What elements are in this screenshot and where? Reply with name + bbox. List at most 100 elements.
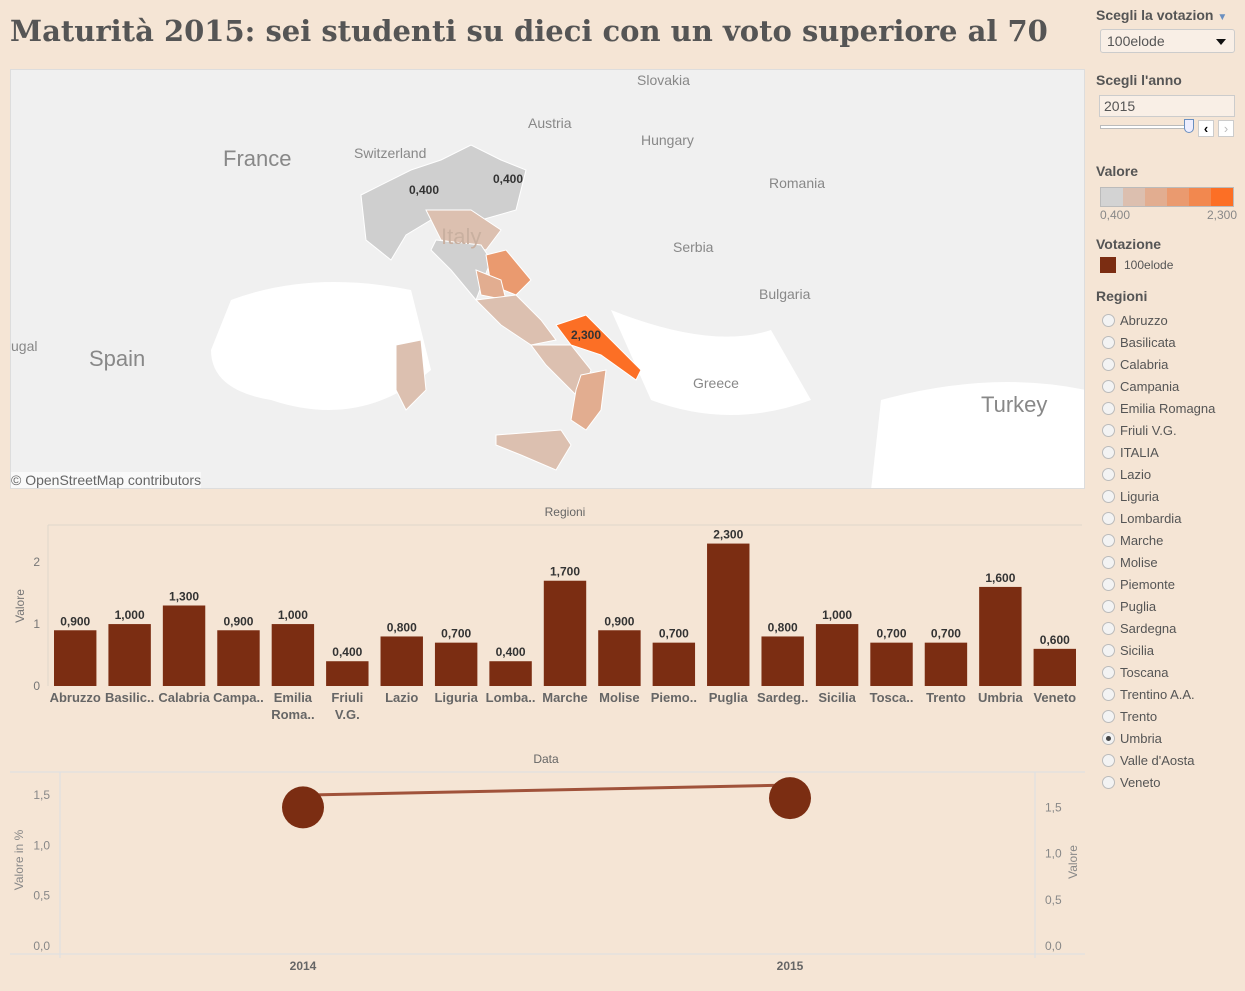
radio-icon[interactable] bbox=[1102, 402, 1115, 415]
region-radio[interactable]: Lombardia bbox=[1102, 511, 1181, 526]
bar-x-label: Friuli bbox=[331, 690, 363, 705]
data-point[interactable] bbox=[282, 786, 324, 829]
region-radio[interactable]: Lazio bbox=[1102, 467, 1151, 482]
valore-min: 0,400 bbox=[1100, 208, 1131, 222]
bar[interactable] bbox=[815, 624, 859, 686]
radio-icon[interactable] bbox=[1102, 468, 1115, 481]
radio-icon[interactable] bbox=[1102, 534, 1115, 547]
region-radio[interactable]: Veneto bbox=[1102, 775, 1161, 790]
region-radio-label: Piemonte bbox=[1120, 577, 1175, 592]
bar-data-label: 1,700 bbox=[550, 565, 580, 579]
region-radio[interactable]: Umbria bbox=[1102, 731, 1162, 746]
region-radio[interactable]: Sicilia bbox=[1102, 643, 1154, 658]
radio-icon[interactable] bbox=[1102, 490, 1115, 503]
region-north bbox=[360, 144, 527, 261]
radio-icon[interactable] bbox=[1102, 776, 1115, 789]
radio-icon[interactable] bbox=[1102, 512, 1115, 525]
anno-slider-handle[interactable] bbox=[1184, 119, 1194, 133]
bar[interactable] bbox=[217, 630, 260, 686]
radio-icon[interactable] bbox=[1102, 688, 1115, 701]
bar-data-label: 0,700 bbox=[441, 627, 471, 641]
radio-icon[interactable] bbox=[1102, 710, 1115, 723]
bar[interactable] bbox=[924, 642, 968, 686]
votazione-dropdown[interactable]: 100elode bbox=[1100, 29, 1235, 53]
region-radio[interactable]: Basilicata bbox=[1102, 335, 1176, 350]
region-radio-label: Puglia bbox=[1120, 599, 1157, 614]
region-radio[interactable]: Abruzzo bbox=[1102, 313, 1168, 328]
bar[interactable] bbox=[598, 630, 641, 686]
line-y-tick-right: 1,0 bbox=[1045, 847, 1062, 861]
ramp-step bbox=[1211, 188, 1233, 206]
trend-line[interactable] bbox=[302, 783, 791, 797]
bar-x-label: Calabria bbox=[158, 690, 210, 705]
radio-icon[interactable] bbox=[1102, 314, 1115, 327]
radio-icon[interactable] bbox=[1102, 754, 1115, 767]
radio-icon[interactable] bbox=[1102, 358, 1115, 371]
radio-icon[interactable] bbox=[1102, 732, 1115, 745]
filter-menu-icon[interactable]: ▼ bbox=[1217, 12, 1228, 23]
bar-x-label: Tosca.. bbox=[870, 690, 914, 705]
map-attribution[interactable]: © OpenStreetMap contributors bbox=[11, 472, 202, 488]
anno-input[interactable]: 2015 bbox=[1099, 95, 1235, 117]
next-year-button[interactable]: › bbox=[1218, 120, 1234, 137]
map-data-label: 0,400 bbox=[493, 172, 524, 186]
line-y-tick-right: 0,0 bbox=[1045, 939, 1062, 953]
bar[interactable] bbox=[652, 642, 696, 686]
region-radio[interactable]: Friuli V.G. bbox=[1102, 423, 1177, 438]
radio-icon[interactable] bbox=[1102, 644, 1115, 657]
bar-data-label: 1,000 bbox=[115, 608, 145, 622]
bar[interactable] bbox=[1033, 648, 1076, 686]
bar[interactable] bbox=[543, 580, 587, 686]
bar[interactable] bbox=[979, 586, 1022, 686]
region-radio[interactable]: Campania bbox=[1102, 379, 1179, 394]
radio-icon[interactable] bbox=[1102, 578, 1115, 591]
region-radio[interactable]: Molise bbox=[1102, 555, 1158, 570]
region-radio[interactable]: Emilia Romagna bbox=[1102, 401, 1215, 416]
bar[interactable] bbox=[489, 661, 532, 686]
region-radio-label: Emilia Romagna bbox=[1120, 401, 1216, 416]
anno-slider-track[interactable] bbox=[1100, 125, 1188, 129]
bar[interactable] bbox=[870, 642, 913, 686]
bar[interactable] bbox=[162, 605, 206, 687]
region-radio[interactable]: Valle d'Aosta bbox=[1102, 753, 1195, 768]
bar-data-label: 1,300 bbox=[169, 590, 199, 604]
region-radio[interactable]: Liguria bbox=[1102, 489, 1159, 504]
bar-x-label: Sardeg.. bbox=[757, 690, 808, 705]
map-label-france: France bbox=[223, 146, 292, 171]
map-view[interactable]: France Switzerland Austria Slovakia Hung… bbox=[10, 69, 1085, 489]
radio-icon[interactable] bbox=[1102, 336, 1115, 349]
previous-year-button[interactable]: ‹ bbox=[1198, 120, 1214, 137]
bar-data-label: 0,600 bbox=[1040, 633, 1070, 647]
bar[interactable] bbox=[54, 630, 97, 686]
bar[interactable] bbox=[271, 624, 315, 686]
region-radio[interactable]: Sardegna bbox=[1102, 621, 1176, 636]
region-radio[interactable]: Calabria bbox=[1102, 357, 1168, 372]
data-point[interactable] bbox=[769, 777, 811, 820]
region-radio[interactable]: Trentino A.A. bbox=[1102, 687, 1195, 702]
region-radio[interactable]: Marche bbox=[1102, 533, 1163, 548]
radio-icon[interactable] bbox=[1102, 666, 1115, 679]
bar[interactable] bbox=[707, 543, 750, 686]
bar[interactable] bbox=[761, 636, 804, 686]
region-radio[interactable]: Puglia bbox=[1102, 599, 1156, 614]
region-radio[interactable]: Piemonte bbox=[1102, 577, 1175, 592]
bar[interactable] bbox=[108, 624, 151, 686]
radio-icon[interactable] bbox=[1102, 556, 1115, 569]
bar-x-label: Basilic.. bbox=[105, 690, 154, 705]
radio-icon[interactable] bbox=[1102, 424, 1115, 437]
bar[interactable] bbox=[380, 636, 423, 686]
line-chart-title: Data bbox=[533, 752, 559, 766]
region-radio-label: Campania bbox=[1120, 379, 1180, 394]
region-radio[interactable]: Trento bbox=[1102, 709, 1157, 724]
bar-data-label: 1,000 bbox=[278, 608, 308, 622]
map-label-austria: Austria bbox=[528, 115, 572, 131]
radio-icon[interactable] bbox=[1102, 622, 1115, 635]
region-radio[interactable]: Toscana bbox=[1102, 665, 1168, 680]
radio-icon[interactable] bbox=[1102, 600, 1115, 613]
bar[interactable] bbox=[434, 642, 478, 686]
region-radio[interactable]: ITALIA bbox=[1102, 445, 1159, 460]
map-shapes bbox=[11, 70, 1084, 488]
bar[interactable] bbox=[326, 661, 369, 686]
radio-icon[interactable] bbox=[1102, 446, 1115, 459]
radio-icon[interactable] bbox=[1102, 380, 1115, 393]
